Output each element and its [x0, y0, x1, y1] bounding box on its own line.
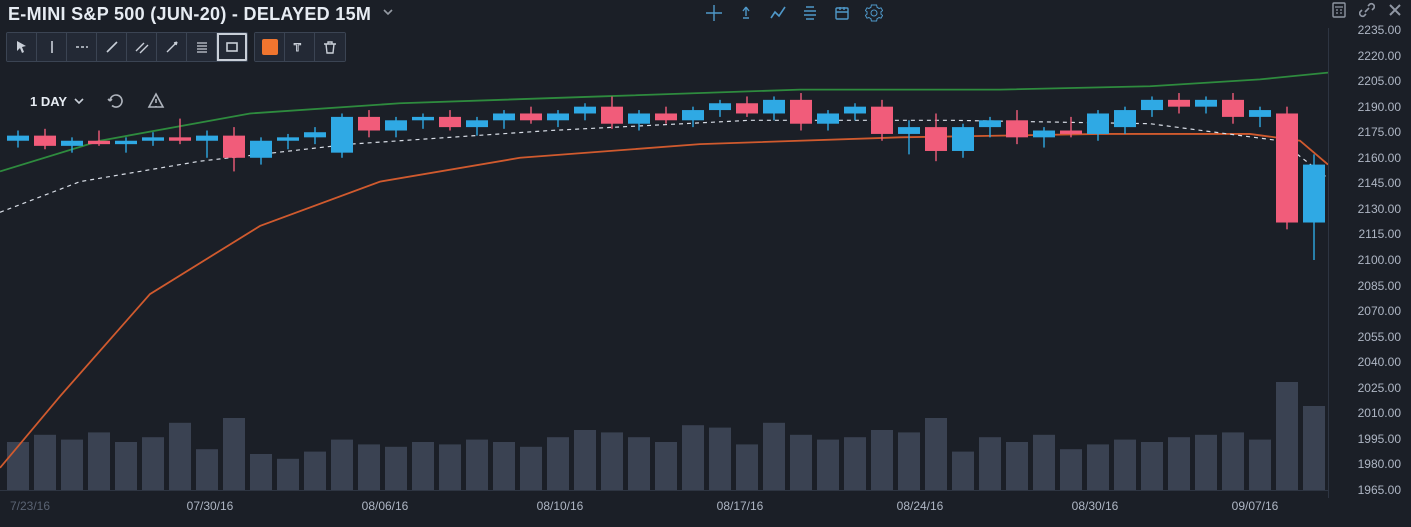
- x-tick: 09/07/16: [1232, 499, 1279, 513]
- chart-canvas: [0, 30, 1328, 490]
- instrument-title: E-MINI S&P 500 (JUN-20) - DELAYED 15M: [8, 4, 371, 25]
- close-icon[interactable]: [1387, 2, 1405, 20]
- y-tick: 2160.00: [1358, 151, 1401, 165]
- x-axis[interactable]: 7/23/16 07/30/16 08/06/16 08/10/16 08/17/16 0…: [0, 490, 1328, 527]
- y-tick: 1980.00: [1358, 457, 1401, 471]
- gear-icon[interactable]: [865, 4, 883, 22]
- y-tick: 2190.00: [1358, 100, 1401, 114]
- y-tick: 2070.00: [1358, 304, 1401, 318]
- events-icon[interactable]: [833, 4, 851, 22]
- y-tick: 2130.00: [1358, 202, 1401, 216]
- y-axis[interactable]: 2235.002220.002205.002190.002175.002160.…: [1328, 28, 1411, 498]
- x-tick: 08/24/16: [897, 499, 944, 513]
- y-tick: 2145.00: [1358, 176, 1401, 190]
- chart-header: E-MINI S&P 500 (JUN-20) - DELAYED 15M: [0, 0, 1411, 28]
- instrument-dropdown[interactable]: [381, 5, 395, 24]
- calculator-icon[interactable]: [1331, 2, 1349, 20]
- x-tick: 08/06/16: [362, 499, 409, 513]
- x-tick: 08/30/16: [1072, 499, 1119, 513]
- y-tick: 2205.00: [1358, 74, 1401, 88]
- y-tick: 2100.00: [1358, 253, 1401, 267]
- link-icon[interactable]: [1359, 2, 1377, 20]
- window-controls: [1331, 2, 1405, 20]
- y-tick: 2220.00: [1358, 49, 1401, 63]
- y-tick: 1995.00: [1358, 432, 1401, 446]
- chart-area[interactable]: [0, 30, 1328, 490]
- y-tick: 2085.00: [1358, 279, 1401, 293]
- indicators-icon[interactable]: [801, 4, 819, 22]
- x-tick: 08/17/16: [717, 499, 764, 513]
- y-tick: 2115.00: [1359, 227, 1402, 241]
- y-tick: 2175.00: [1358, 125, 1401, 139]
- x-tick: 08/10/16: [537, 499, 584, 513]
- chart-type-icon[interactable]: [769, 4, 787, 22]
- y-tick: 2025.00: [1358, 381, 1401, 395]
- y-tick: 1965.00: [1358, 483, 1401, 497]
- x-tick: 7/23/16: [10, 499, 50, 513]
- x-tick: 07/30/16: [187, 499, 234, 513]
- y-tick: 2040.00: [1358, 355, 1401, 369]
- chart-toolbar: [705, 4, 883, 22]
- y-tick: 2055.00: [1358, 330, 1401, 344]
- crosshair-icon[interactable]: [705, 4, 723, 22]
- y-tick: 2235.00: [1358, 23, 1401, 37]
- y-tick: 2010.00: [1358, 406, 1401, 420]
- draw-tool-icon[interactable]: [737, 4, 755, 22]
